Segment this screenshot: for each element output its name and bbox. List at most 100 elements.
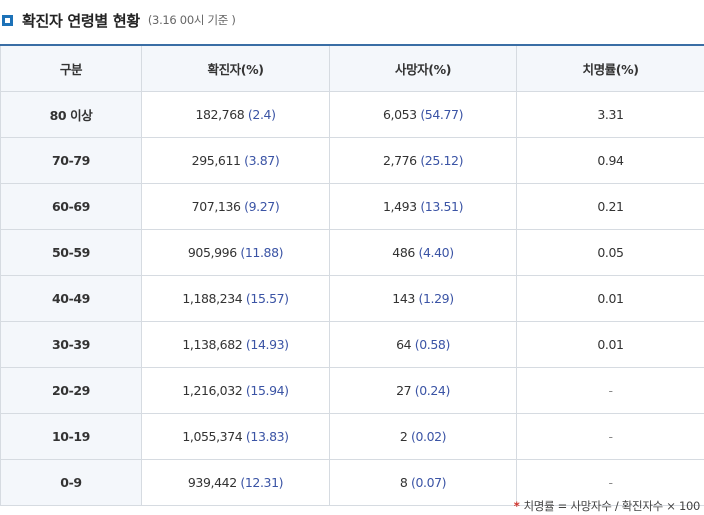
footnote-text: 치명률 = 사망자수 / 확진자수 × 100	[523, 499, 700, 513]
deaths-cell: 8 (0.07)	[329, 459, 517, 506]
fatality-rate: -	[608, 475, 613, 490]
confirmed-cell: 1,138,682 (14.93)	[141, 321, 330, 368]
confirmed-count: 1,138,682	[182, 337, 243, 352]
death-count: 2,776	[382, 153, 417, 168]
deaths-cell: 64 (0.58)	[329, 321, 517, 368]
death-percent: (54.77)	[420, 107, 464, 122]
death-count: 2	[399, 429, 408, 444]
table-row: 10-19 1,055,374 (13.83) 2 (0.02) -	[0, 413, 704, 460]
confirmed-count: 1,216,032	[182, 383, 243, 398]
table-row: 20-29 1,216,032 (15.94) 27 (0.24) -	[0, 367, 704, 414]
confirmed-percent: (12.31)	[240, 475, 284, 490]
confirmed-count: 905,996	[187, 245, 237, 260]
death-percent: (4.40)	[418, 245, 455, 260]
age-group-cell: 80 이상	[0, 91, 142, 138]
age-group-cell: 50-59	[0, 229, 142, 276]
table-row: 60-69 707,136 (9.27) 1,493 (13.51) 0.21	[0, 183, 704, 230]
confirmed-percent: (11.88)	[240, 245, 284, 260]
table-row: 50-59 905,996 (11.88) 486 (4.40) 0.05	[0, 229, 704, 276]
death-count: 143	[392, 291, 415, 306]
death-percent: (1.29)	[418, 291, 455, 306]
death-percent: (25.12)	[420, 153, 464, 168]
deaths-cell: 2,776 (25.12)	[329, 137, 517, 184]
table-row: 70-79 295,611 (3.87) 2,776 (25.12) 0.94	[0, 137, 704, 184]
deaths-cell: 486 (4.40)	[329, 229, 517, 276]
fatality-cell: 0.21	[516, 183, 704, 230]
fatality-rate: 3.31	[597, 107, 624, 122]
confirmed-percent: (14.93)	[245, 337, 289, 352]
confirmed-cell: 707,136 (9.27)	[141, 183, 330, 230]
fatality-rate: 0.21	[597, 199, 624, 214]
fatality-cell: 0.05	[516, 229, 704, 276]
death-percent: (0.24)	[414, 383, 451, 398]
death-count: 6,053	[382, 107, 417, 122]
fatality-cell: 3.31	[516, 91, 704, 138]
fatality-cell: 0.94	[516, 137, 704, 184]
table-header-row: 구분 확진자(%) 사망자(%) 치명률(%)	[0, 44, 704, 92]
section-subtitle: (3.16 00시 기준 )	[147, 13, 236, 27]
fatality-rate: -	[608, 383, 613, 398]
section-header: 확진자 연령별 현황 (3.16 00시 기준 )	[2, 9, 236, 31]
age-group-cell: 70-79	[0, 137, 142, 184]
deaths-cell: 27 (0.24)	[329, 367, 517, 414]
confirmed-count: 707,136	[191, 199, 241, 214]
header-fatality: 치명률(%)	[516, 44, 704, 92]
fatality-cell: 0.01	[516, 275, 704, 322]
header-confirmed: 확진자(%)	[141, 44, 330, 92]
age-group-cell: 0-9	[0, 459, 142, 506]
fatality-rate: 0.94	[597, 153, 624, 168]
square-bullet-icon	[2, 14, 13, 26]
confirmed-cell: 905,996 (11.88)	[141, 229, 330, 276]
confirmed-cell: 182,768 (2.4)	[141, 91, 330, 138]
confirmed-percent: (15.94)	[245, 383, 289, 398]
death-count: 8	[399, 475, 408, 490]
confirmed-cell: 1,216,032 (15.94)	[141, 367, 330, 414]
deaths-cell: 6,053 (54.77)	[329, 91, 517, 138]
table-row: 0-9 939,442 (12.31) 8 (0.07) -	[0, 459, 704, 506]
confirmed-count: 1,055,374	[182, 429, 243, 444]
age-status-table: 구분 확진자(%) 사망자(%) 치명률(%) 80 이상 182,768 (2.…	[0, 44, 704, 506]
fatality-rate: 0.05	[597, 245, 624, 260]
header-deaths: 사망자(%)	[329, 44, 517, 92]
age-group-cell: 60-69	[0, 183, 142, 230]
fatality-rate: -	[608, 429, 613, 444]
confirmed-percent: (2.4)	[247, 107, 276, 122]
confirmed-cell: 1,055,374 (13.83)	[141, 413, 330, 460]
confirmed-percent: (3.87)	[244, 153, 280, 168]
confirmed-cell: 295,611 (3.87)	[141, 137, 330, 184]
confirmed-cell: 939,442 (12.31)	[141, 459, 330, 506]
confirmed-percent: (9.27)	[244, 199, 280, 214]
age-group-cell: 10-19	[0, 413, 142, 460]
death-percent: (0.02)	[410, 429, 447, 444]
death-percent: (0.07)	[410, 475, 447, 490]
confirmed-percent: (13.83)	[245, 429, 289, 444]
deaths-cell: 2 (0.02)	[329, 413, 517, 460]
confirmed-count: 1,188,234	[182, 291, 243, 306]
deaths-cell: 1,493 (13.51)	[329, 183, 517, 230]
death-percent: (0.58)	[414, 337, 451, 352]
death-count: 27	[396, 383, 412, 398]
fatality-cell: 0.01	[516, 321, 704, 368]
confirmed-percent: (15.57)	[245, 291, 289, 306]
footnote: * 치명률 = 사망자수 / 확진자수 × 100	[514, 498, 701, 514]
header-category: 구분	[0, 44, 142, 92]
fatality-rate: 0.01	[597, 291, 624, 306]
confirmed-count: 182,768	[195, 107, 245, 122]
fatality-cell: -	[516, 367, 704, 414]
table-row: 40-49 1,188,234 (15.57) 143 (1.29) 0.01	[0, 275, 704, 322]
fatality-cell: -	[516, 459, 704, 506]
deaths-cell: 143 (1.29)	[329, 275, 517, 322]
age-group-cell: 20-29	[0, 367, 142, 414]
table-row: 30-39 1,138,682 (14.93) 64 (0.58) 0.01	[0, 321, 704, 368]
death-count: 486	[392, 245, 415, 260]
section-title: 확진자 연령별 현황	[22, 11, 140, 30]
death-percent: (13.51)	[420, 199, 464, 214]
fatality-cell: -	[516, 413, 704, 460]
confirmed-cell: 1,188,234 (15.57)	[141, 275, 330, 322]
death-count: 64	[396, 337, 412, 352]
age-group-cell: 40-49	[0, 275, 142, 322]
table-row: 80 이상 182,768 (2.4) 6,053 (54.77) 3.31	[0, 91, 704, 138]
fatality-rate: 0.01	[597, 337, 624, 352]
death-count: 1,493	[382, 199, 417, 214]
confirmed-count: 939,442	[187, 475, 237, 490]
